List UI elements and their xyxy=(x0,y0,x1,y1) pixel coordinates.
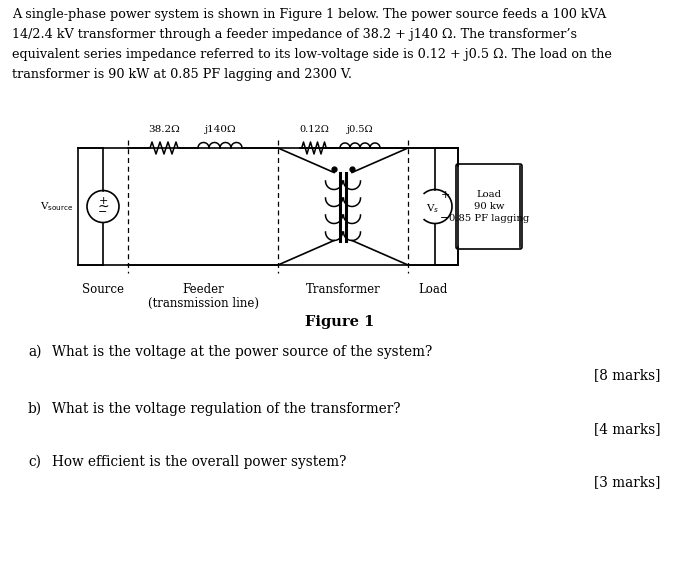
Text: b): b) xyxy=(28,402,42,416)
Text: How efficient is the overall power system?: How efficient is the overall power syste… xyxy=(52,455,346,469)
Text: V$_{\mathsf{source}}$: V$_{\mathsf{source}}$ xyxy=(41,200,74,213)
Text: Transformer: Transformer xyxy=(306,283,380,296)
Text: (transmission line): (transmission line) xyxy=(148,297,258,310)
Text: a): a) xyxy=(28,345,41,359)
Text: −: − xyxy=(98,206,108,216)
Text: equivalent series impedance referred to its low-voltage side is 0.12 + j0.5 Ω. T: equivalent series impedance referred to … xyxy=(12,48,612,61)
Text: [4 marks]: [4 marks] xyxy=(593,422,660,436)
FancyBboxPatch shape xyxy=(456,164,522,249)
Text: Figure 1: Figure 1 xyxy=(305,315,375,329)
Text: What is the voltage at the power source of the system?: What is the voltage at the power source … xyxy=(52,345,433,359)
Text: Feeder: Feeder xyxy=(182,283,224,296)
Text: [3 marks]: [3 marks] xyxy=(594,475,660,489)
Text: 0.12Ω: 0.12Ω xyxy=(299,125,329,134)
Text: transformer is 90 kW at 0.85 PF lagging and 2300 V.: transformer is 90 kW at 0.85 PF lagging … xyxy=(12,68,352,81)
Text: −: − xyxy=(440,213,450,223)
Text: 38.2Ω: 38.2Ω xyxy=(148,125,180,134)
Text: [8 marks]: [8 marks] xyxy=(594,368,660,382)
Text: Load
90 kw
0.85 PF lagging: Load 90 kw 0.85 PF lagging xyxy=(449,190,529,223)
Text: +: + xyxy=(440,189,450,199)
Text: j140Ω: j140Ω xyxy=(204,125,236,134)
Text: V$_s$: V$_s$ xyxy=(426,202,439,215)
Text: Source: Source xyxy=(82,283,124,296)
Text: j0.5Ω: j0.5Ω xyxy=(346,125,374,134)
Text: 14/2.4 kV transformer through a feeder impedance of 38.2 + j140 Ω. The transform: 14/2.4 kV transformer through a feeder i… xyxy=(12,28,577,41)
Text: +: + xyxy=(98,195,108,205)
Text: A single-phase power system is shown in Figure 1 below. The power source feeds a: A single-phase power system is shown in … xyxy=(12,8,606,21)
Text: What is the voltage regulation of the transformer?: What is the voltage regulation of the tr… xyxy=(52,402,401,416)
Text: ~: ~ xyxy=(97,199,108,213)
Text: c): c) xyxy=(28,455,41,469)
Text: Load: Load xyxy=(418,283,447,296)
